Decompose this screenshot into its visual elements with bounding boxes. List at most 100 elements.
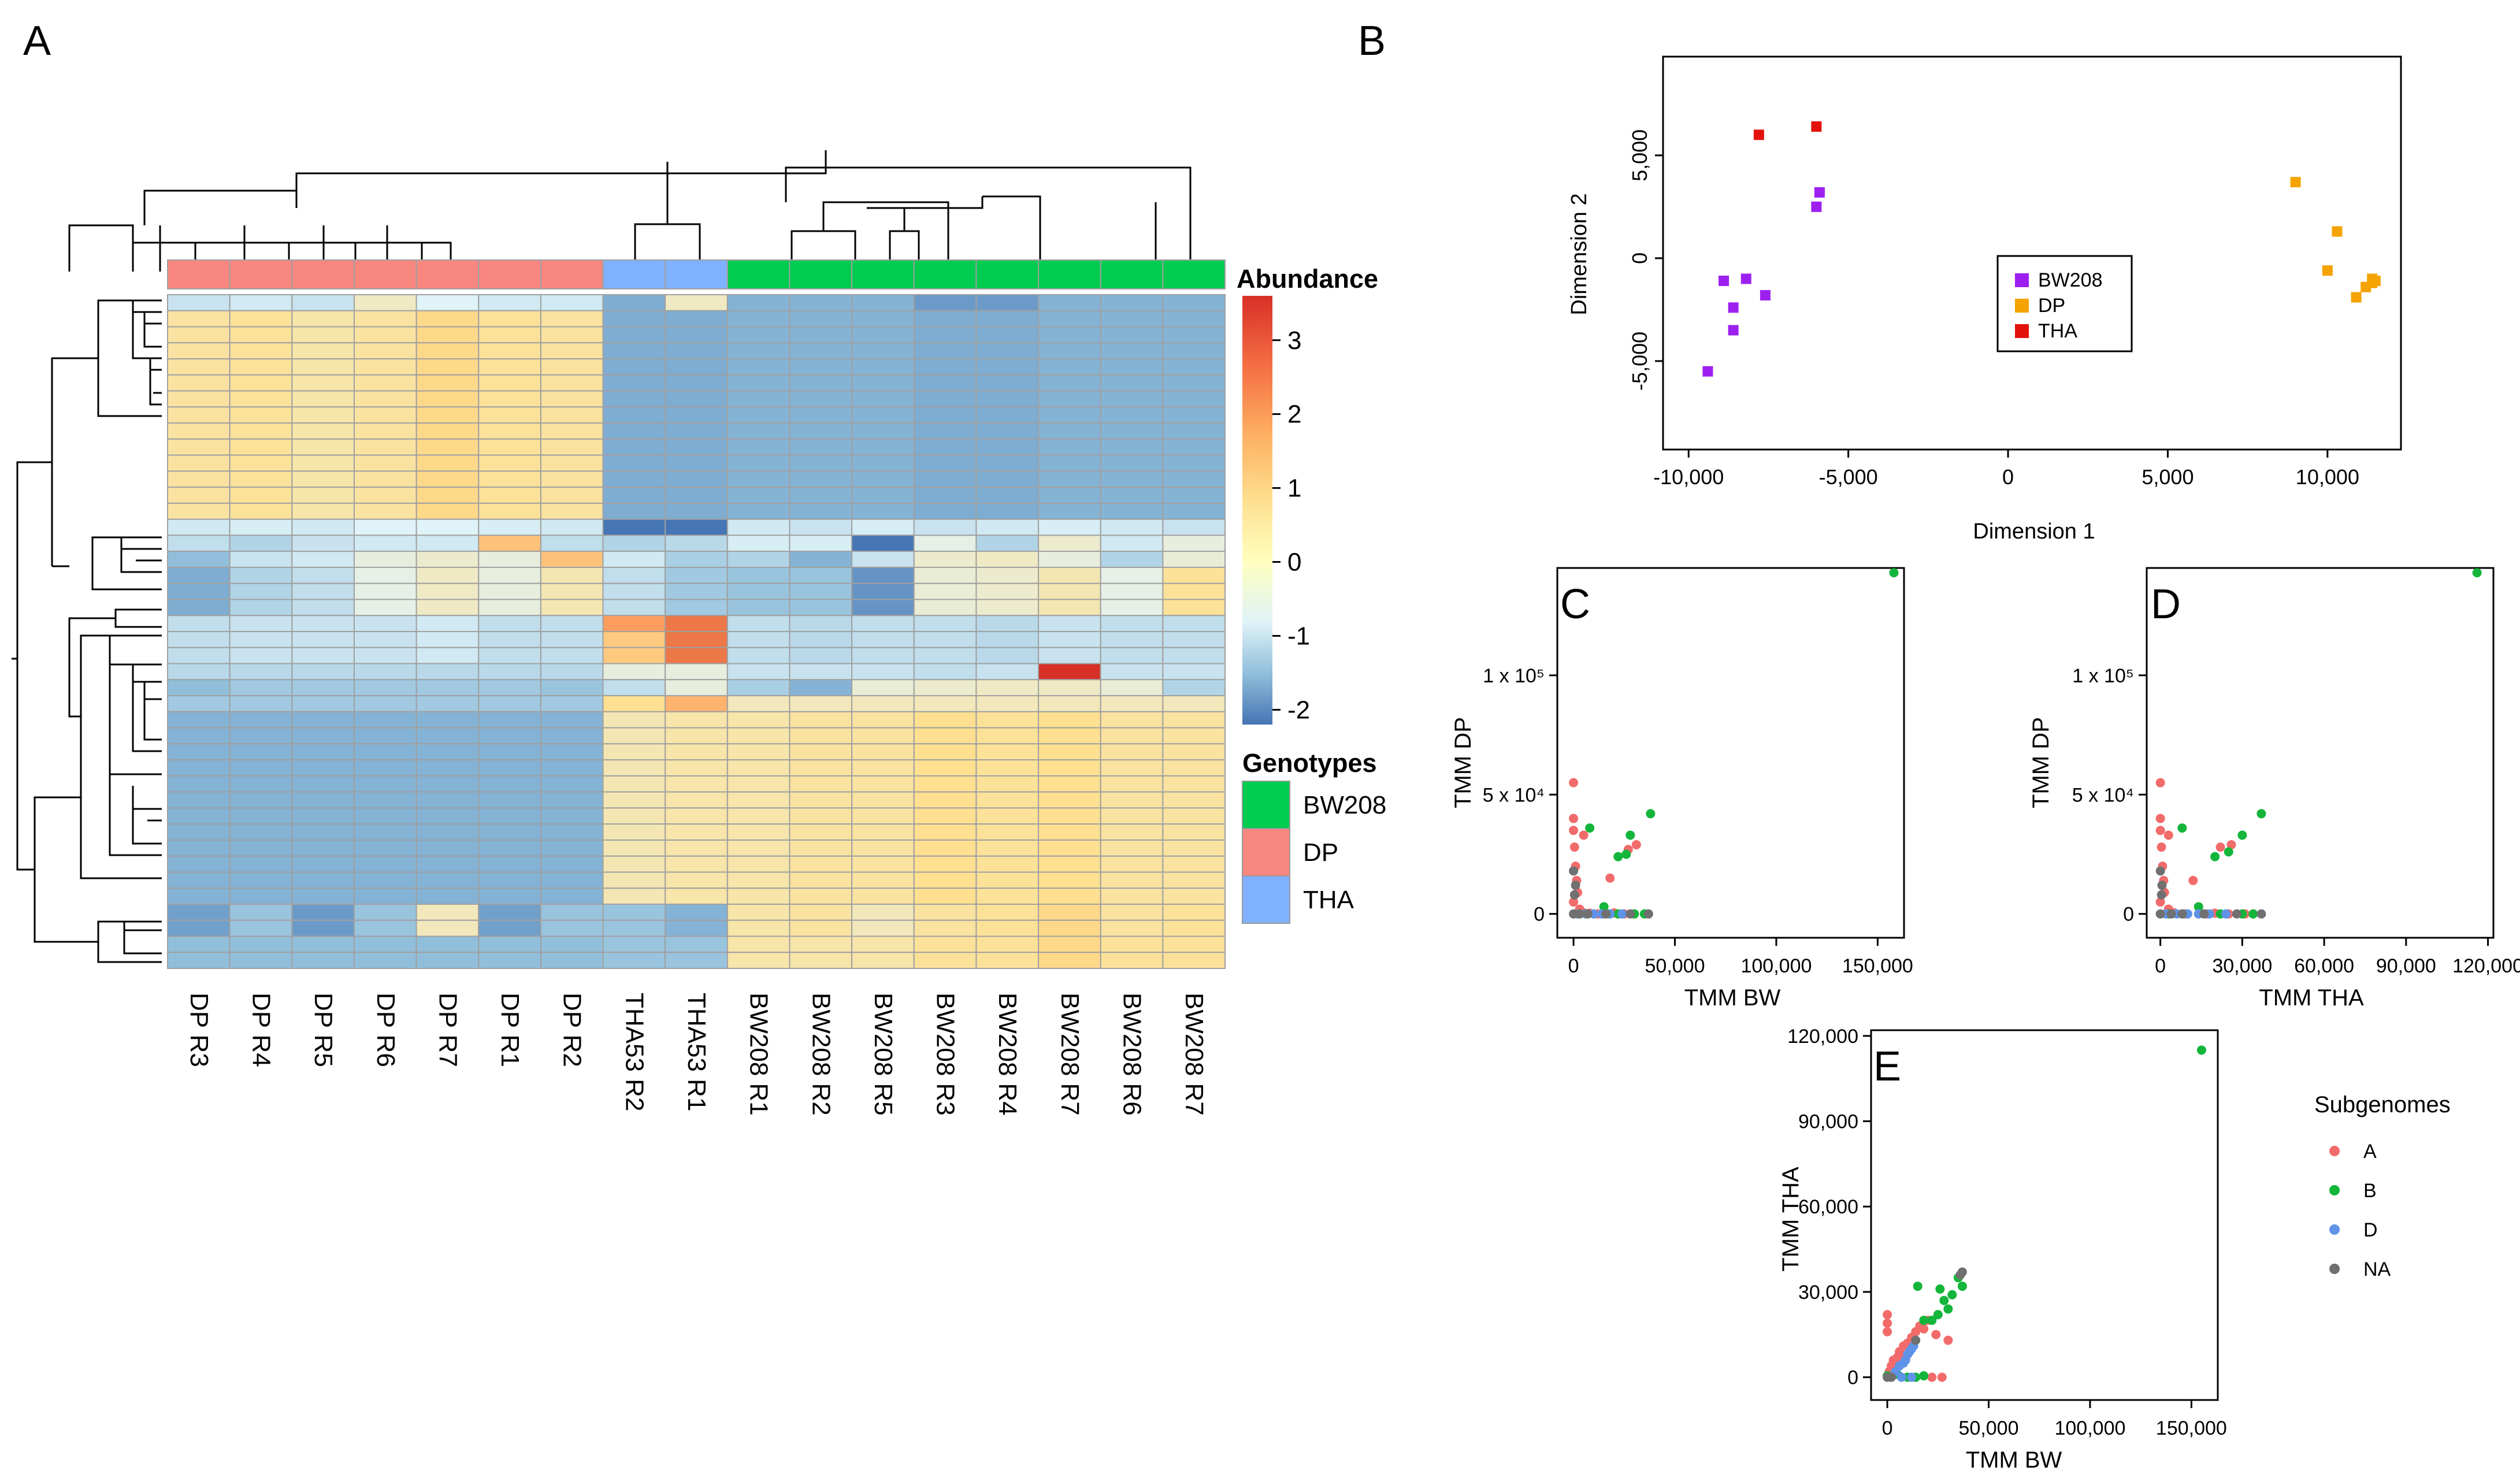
scatter-d-y-axis-label: TMM DP — [2028, 717, 2054, 808]
subgenome-legend-title: Subgenomes — [2314, 1092, 2451, 1117]
heatmap-cell — [1162, 342, 1226, 360]
heatmap-cell — [975, 470, 1040, 488]
heatmap-cell — [291, 487, 355, 504]
heatmap-cell — [851, 454, 915, 472]
heatmap-cell — [726, 502, 790, 520]
heatmap-cell — [540, 727, 604, 745]
point-b — [1646, 809, 1656, 819]
heatmap-cell — [851, 310, 915, 328]
scatter-d-frame — [2146, 567, 2495, 939]
heatmap-cell — [602, 711, 666, 729]
heatmap-cell — [602, 919, 666, 937]
subgenome-legend-label-d: D — [2363, 1219, 2378, 1241]
heatmap-cell — [1162, 855, 1226, 873]
point-b — [1933, 1310, 1943, 1320]
heatmap-cell — [1038, 903, 1101, 921]
heatmap-cell — [291, 935, 355, 953]
heatmap-cell — [167, 952, 231, 969]
heatmap-cell — [665, 566, 728, 584]
heatmap-cell — [167, 903, 231, 921]
heatmap-cell — [913, 743, 977, 761]
heatmap-cell — [789, 438, 853, 456]
abundance-colorbar — [1242, 296, 1272, 725]
heatmap-cell — [229, 358, 293, 376]
heatmap-cell — [975, 807, 1040, 825]
heatmap-cell — [415, 695, 480, 712]
heatmap-cell — [1100, 566, 1164, 584]
heatmap-cell — [540, 711, 604, 729]
heatmap-cell — [975, 743, 1040, 761]
abundance-tick-label: 1 — [1287, 474, 1301, 503]
point-b — [1943, 1304, 1953, 1314]
heatmap-cell — [913, 727, 977, 745]
heatmap-cell — [975, 390, 1040, 408]
heatmap-cell — [167, 855, 231, 873]
heatmap-cell — [851, 775, 915, 793]
heatmap-cell — [1038, 711, 1101, 729]
heatmap-cell — [665, 551, 728, 568]
heatmap-cell — [291, 615, 355, 632]
heatmap-cell — [353, 791, 417, 809]
heatmap-cell — [1038, 615, 1101, 632]
heatmap-cell — [1162, 518, 1226, 536]
heatmap-cell — [665, 487, 728, 504]
heatmap-cell — [665, 759, 728, 777]
heatmap-cell — [726, 406, 790, 424]
panel-label-c: C — [1560, 581, 1590, 627]
heatmap-cell — [1162, 887, 1226, 905]
heatmap-cell — [1038, 406, 1101, 424]
heatmap-cell — [665, 647, 728, 664]
heatmap-cell — [1100, 807, 1164, 825]
heatmap-cell — [540, 775, 604, 793]
heatmap-cell — [851, 551, 915, 568]
heatmap-cell — [789, 679, 853, 697]
heatmap-cell — [789, 743, 853, 761]
heatmap-cell — [229, 663, 293, 681]
heatmap-cell — [415, 855, 480, 873]
heatmap-cell — [1038, 566, 1101, 584]
pca-plot: -10,000 -5,000 0 5,000 10,000 5,000 0 -5,000 Di… — [1567, 55, 2402, 544]
heatmap-cell — [975, 855, 1040, 873]
heatmap-cell — [291, 807, 355, 825]
heatmap-cell — [353, 759, 417, 777]
genotype-cell-dp — [540, 259, 604, 289]
heatmap-cell — [167, 679, 231, 697]
heatmap-cell — [1038, 454, 1101, 472]
heatmap-cell — [1162, 551, 1226, 568]
heatmap-cell — [851, 647, 915, 664]
heatmap-cell — [291, 839, 355, 857]
heatmap-cell — [353, 487, 417, 504]
heatmap-cell — [478, 952, 541, 969]
heatmap-cell — [353, 566, 417, 584]
heatmap-cell — [353, 534, 417, 552]
heatmap-cell — [478, 775, 541, 793]
heatmap-cell — [726, 422, 790, 440]
heatmap-cell — [540, 663, 604, 681]
heatmap-cell — [229, 599, 293, 617]
heatmap-cell — [789, 727, 853, 745]
genotype-cell-bw208 — [913, 259, 977, 289]
heatmap-cell — [602, 663, 666, 681]
heatmap-cell — [913, 551, 977, 568]
heatmap-cell — [353, 326, 417, 344]
heatmap-cell — [913, 406, 977, 424]
heatmap-cell — [353, 952, 417, 969]
heatmap-cell — [975, 342, 1040, 360]
heatmap-cell — [726, 631, 790, 648]
heatmap-cell — [1038, 534, 1101, 552]
heatmap-cell — [291, 743, 355, 761]
heatmap-cell — [229, 887, 293, 905]
heatmap-cell — [478, 326, 541, 344]
heatmap-cell — [602, 422, 666, 440]
heatmap-cell — [789, 695, 853, 712]
x-tick-label: 0 — [1568, 955, 1579, 977]
heatmap-cell — [665, 839, 728, 857]
heatmap-cell — [665, 374, 728, 392]
heatmap-cell — [415, 342, 480, 360]
heatmap-cell — [167, 695, 231, 712]
heatmap-cell — [167, 823, 231, 841]
heatmap-cell — [1100, 711, 1164, 729]
heatmap-cell — [602, 679, 666, 697]
heatmap-cell — [975, 679, 1040, 697]
heatmap-cell — [789, 631, 853, 648]
